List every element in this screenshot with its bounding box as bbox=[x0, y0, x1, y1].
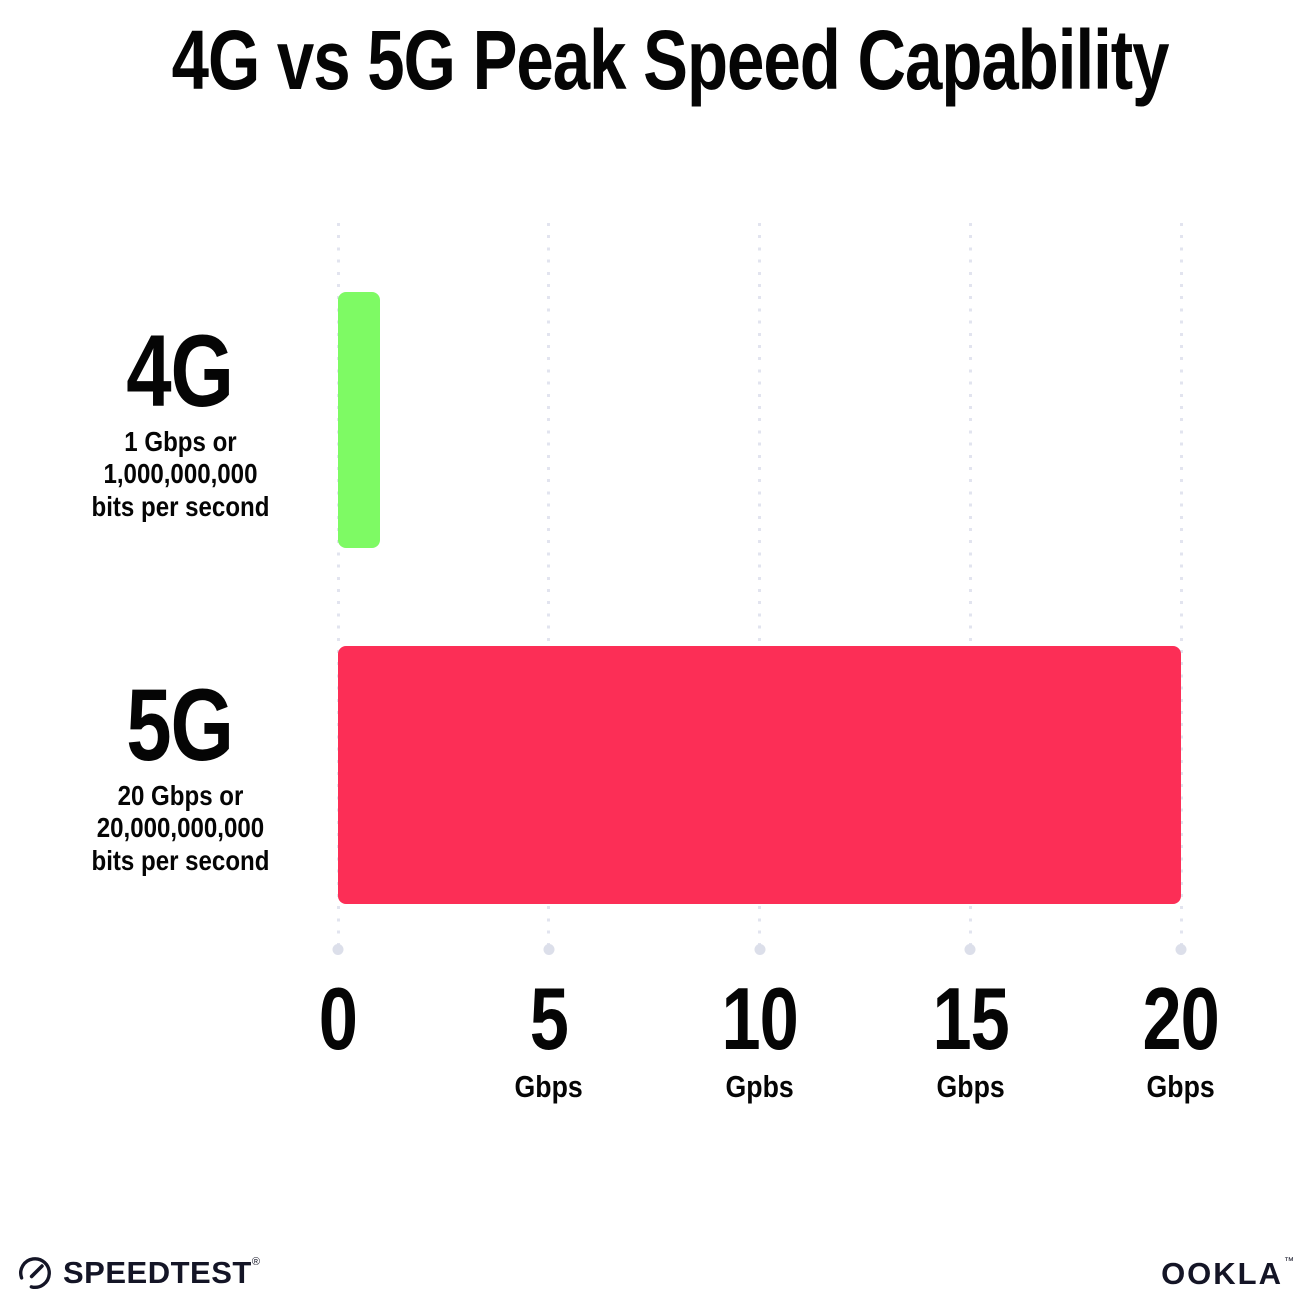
gridline-end-dot bbox=[332, 944, 344, 955]
x-tick-15: 15 Gbps bbox=[880, 969, 1060, 1104]
gridline-end-dot bbox=[543, 944, 555, 955]
category-name: 5G bbox=[126, 668, 235, 782]
registered-mark: ® bbox=[251, 1255, 261, 1268]
chart-title: 4G vs 5G Peak Speed Capability bbox=[32, 13, 1308, 107]
x-tick-unit: Gbps bbox=[1146, 1069, 1216, 1104]
x-tick-10: 10 Gpbs bbox=[670, 969, 850, 1104]
x-tick-value: 15 bbox=[932, 969, 1009, 1068]
gridline-end-dot bbox=[964, 944, 976, 955]
bar-4g bbox=[338, 292, 381, 548]
plot-area bbox=[332, 223, 1187, 957]
ookla-logo: OOKLA ™ bbox=[1161, 1256, 1294, 1291]
x-tick-unit: Gbps bbox=[936, 1069, 1005, 1104]
gridline-5 bbox=[543, 223, 555, 955]
bar-5g bbox=[338, 646, 1181, 904]
category-label-4g: 4G 1 Gbps or 1,000,000,000 bits per second bbox=[30, 320, 330, 523]
x-tick-value: 5 bbox=[529, 969, 569, 1068]
gridline-15 bbox=[964, 223, 976, 955]
x-tick-unit: Gbps bbox=[514, 1069, 583, 1104]
gridline-end-dot bbox=[754, 944, 765, 955]
x-tick-value: 0 bbox=[318, 969, 358, 1068]
gridline-0 bbox=[332, 223, 344, 955]
x-tick-20: 20 Gbps bbox=[1091, 969, 1271, 1104]
speedtest-wordmark: SPEEDTEST® bbox=[63, 1254, 261, 1290]
x-tick-0: 0 bbox=[248, 975, 428, 1063]
gridline-20 bbox=[1175, 223, 1187, 955]
category-sublabel: 20 Gbps or 20,000,000,000 bits per second bbox=[91, 780, 269, 876]
speedtest-gauge-icon bbox=[19, 1257, 51, 1289]
category-name: 4G bbox=[126, 314, 235, 428]
gridline-10 bbox=[754, 223, 765, 955]
trademark-mark: ™ bbox=[1284, 1256, 1294, 1267]
x-tick-unit: Gpbs bbox=[725, 1069, 794, 1104]
gridline-end-dot bbox=[1175, 944, 1187, 955]
category-sublabel: 1 Gbps or 1,000,000,000 bits per second bbox=[91, 426, 269, 522]
chart-title-text: 4G vs 5G Peak Speed Capability bbox=[171, 13, 1170, 107]
ookla-wordmark: OOKLA bbox=[1161, 1256, 1283, 1291]
x-tick-value: 20 bbox=[1142, 969, 1220, 1068]
x-tick-value: 10 bbox=[721, 969, 798, 1068]
x-tick-5: 5 Gbps bbox=[459, 969, 639, 1104]
category-label-5g: 5G 20 Gbps or 20,000,000,000 bits per secon… bbox=[30, 674, 330, 877]
speedtest-logo: SPEEDTEST® bbox=[16, 1253, 260, 1291]
